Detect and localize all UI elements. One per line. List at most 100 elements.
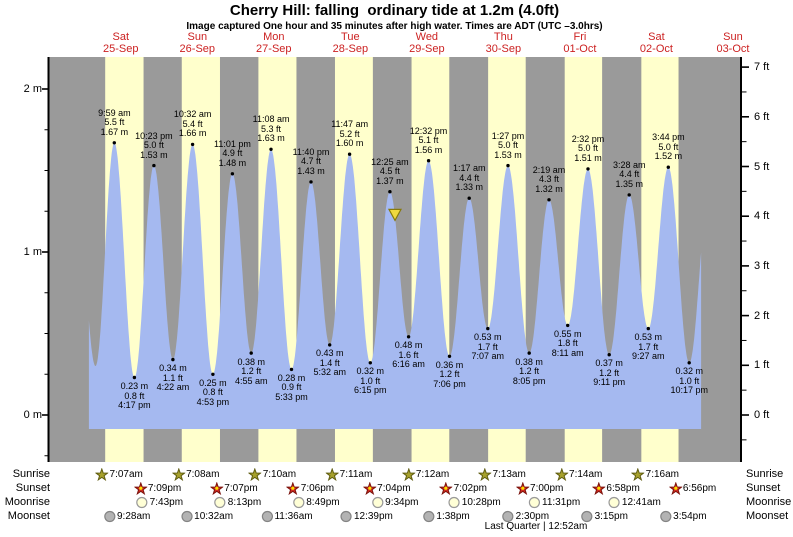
astro-time-text: 7:11am <box>339 468 373 480</box>
low-tide-label: 0.43 m 1.4 ft 5:32 am <box>313 348 346 378</box>
high-tide-label: 11:47 am 5.2 ft 1.60 m <box>331 119 369 149</box>
tide-extreme-dot <box>249 351 253 355</box>
right-axis-label: 4 ft <box>754 210 770 223</box>
astro-row-label-moonrise-left: Moonrise <box>4 496 50 508</box>
astro-time-text: 7:14am <box>569 468 603 480</box>
sunrise-star-icon <box>401 467 415 481</box>
sunset-star-icon <box>668 481 682 495</box>
right-axis-label: 0 ft <box>754 409 770 421</box>
sunset-time: 7:09pm <box>133 481 181 495</box>
moonset-icon <box>340 510 353 522</box>
astro-time-text: 10:32am <box>194 510 234 522</box>
chart-title: Cherry Hill: falling ordinary tide at 1.… <box>229 2 560 19</box>
astro-row-label-sunrise-left: Sunrise <box>12 468 50 480</box>
astro-time-text: 7:07pm <box>224 482 258 494</box>
astro-time-text: 11:36am <box>274 510 313 522</box>
moon-phase-caption: Last Quarter | 12:52am <box>484 521 588 532</box>
sunset-star-icon <box>210 481 224 495</box>
high-tide-label: 1:17 am 4.4 ft 1.33 m <box>452 163 486 193</box>
astro-time-text: 12:39pm <box>353 510 393 522</box>
tide-extreme-dot <box>586 167 590 171</box>
moonrise-time: 8:49pm <box>292 496 340 509</box>
high-tide-label: 2:19 am 4.3 ft 1.32 m <box>532 164 566 194</box>
moonset-time: 9:28am <box>103 510 150 523</box>
sunrise-star-icon <box>172 467 186 481</box>
moonset-time: 1:38pm <box>422 510 470 523</box>
moonrise-icon <box>608 496 620 508</box>
day-header: Sun 03-Oct <box>716 31 749 55</box>
sunrise-time: 7:16am <box>631 467 679 481</box>
tide-extreme-dot <box>467 196 471 200</box>
astro-time-text: 7:04pm <box>377 482 411 494</box>
astro-row-label-sunset-right: Sunset <box>746 482 781 494</box>
astro-time-text: 6:58pm <box>606 482 640 494</box>
day-header: Sat 02-Oct <box>640 31 673 55</box>
tide-extreme-dot <box>368 361 372 365</box>
high-tide-label: 11:08 am 5.3 ft 1.63 m <box>252 114 290 144</box>
moonrise-icon <box>528 496 541 508</box>
tide-extreme-dot <box>566 323 570 328</box>
tide-extreme-dot <box>547 198 551 202</box>
day-date: 25-Sep <box>103 43 139 55</box>
high-tide-label: 12:25 am 4.5 ft 1.37 m <box>371 156 409 186</box>
moonset-icon <box>581 510 593 522</box>
tide-extreme-dot <box>388 190 392 194</box>
moonrise-time: 11:31pm <box>528 496 580 509</box>
sunset-star-icon <box>363 481 377 495</box>
astro-time-text: 12:41am <box>621 496 661 508</box>
low-tide-label: 0.55 m 1.8 ft 8:11 am <box>551 328 584 358</box>
day-header: Wed 29-Sep <box>409 31 444 55</box>
astro-row-label-moonset-right: Moonset <box>746 510 789 522</box>
astro-time-text: 3:54pm <box>673 510 707 522</box>
moonrise-time: 7:43pm <box>136 496 183 509</box>
sunset-star-icon <box>439 481 453 495</box>
low-tide-label: 0.37 m 1.2 ft 9:11 pm <box>593 358 626 388</box>
astro-time-text: 8:13pm <box>227 496 262 508</box>
moonset-time: 3:15pm <box>581 510 628 523</box>
moonset-time: 12:39pm <box>340 510 393 523</box>
astro-row-label-moonset-left: Moonset <box>7 510 50 522</box>
day-header: Mon 27-Sep <box>256 31 291 55</box>
sunrise-star-icon <box>95 467 109 481</box>
astro-time-text: 7:10am <box>262 468 297 480</box>
tide-curve <box>88 142 702 430</box>
day-name: Sat <box>648 31 665 43</box>
low-tide-label: 0.38 m 1.2 ft 4:55 am <box>234 356 268 386</box>
sunrise-time: 7:11am <box>325 467 373 481</box>
moonrise-time: 10:28pm <box>448 496 501 509</box>
tide-extreme-dot <box>486 326 490 331</box>
tide-extreme-dot <box>646 326 650 331</box>
sunset-star-icon <box>133 481 147 495</box>
day-date: 26-Sep <box>179 43 216 55</box>
moonset-icon <box>502 510 514 522</box>
sunrise-time: 7:13am <box>478 467 526 481</box>
astro-row-label-sunrise-right: Sunrise <box>746 468 784 480</box>
tide-extreme-dot <box>627 193 631 197</box>
right-axis-label: 3 ft <box>754 259 770 272</box>
astro-time-text: 9:28am <box>116 510 151 522</box>
astro-time-text: 6:56pm <box>682 482 717 494</box>
sunrise-time: 7:12am <box>401 467 449 481</box>
moonrise-time: 9:34pm <box>371 496 419 509</box>
day-name: Wed <box>415 31 439 43</box>
day-date: 02-Oct <box>639 43 673 55</box>
sunrise-time: 7:14am <box>555 467 603 481</box>
high-tide-label: 1:27 pm 5.0 ft 1.53 m <box>491 130 525 160</box>
low-tide-label: 0.53 m 1.7 ft 9:27 am <box>632 332 665 362</box>
sunset-time: 7:07pm <box>210 481 258 495</box>
astro-time-text: 2:30pm <box>515 510 550 522</box>
tide-extreme-dot <box>289 367 294 372</box>
low-tide-label: 0.36 m 1.2 ft 7:06 pm <box>433 359 466 389</box>
day-header: Sat 25-Sep <box>103 31 138 55</box>
right-axis-label: 2 ft <box>754 309 770 322</box>
high-tide-label: 9:59 am 5.5 ft 1.67 m <box>98 107 131 137</box>
day-date: 29-Sep <box>409 43 445 55</box>
sunrise-star-icon <box>555 467 569 481</box>
tide-extreme-dot <box>211 372 215 376</box>
astro-time-text: 7:06pm <box>300 482 335 494</box>
sunset-time: 6:56pm <box>668 481 717 495</box>
sunrise-star-icon <box>248 467 262 481</box>
tide-extreme-dot <box>527 351 531 355</box>
